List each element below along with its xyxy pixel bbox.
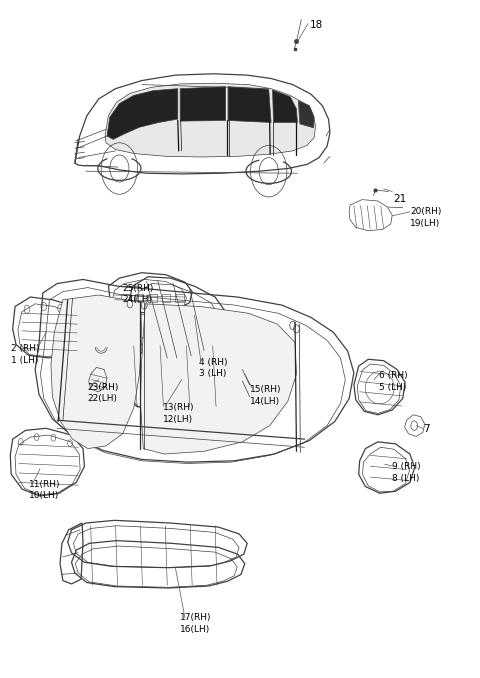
Text: 25(RH): 25(RH) bbox=[123, 283, 154, 292]
Text: 1 (LH): 1 (LH) bbox=[11, 356, 38, 365]
Polygon shape bbox=[141, 304, 297, 454]
Text: 19(LH): 19(LH) bbox=[410, 218, 440, 228]
Polygon shape bbox=[180, 87, 226, 121]
Polygon shape bbox=[273, 90, 298, 123]
Bar bbox=[175, 294, 183, 302]
Text: 8 (LH): 8 (LH) bbox=[392, 474, 420, 483]
Text: 20(RH): 20(RH) bbox=[410, 207, 441, 216]
Text: 6 (RH): 6 (RH) bbox=[379, 372, 408, 380]
Polygon shape bbox=[105, 83, 316, 157]
Bar bbox=[121, 294, 130, 302]
Text: 10(LH): 10(LH) bbox=[29, 492, 60, 500]
Text: 4 (RH): 4 (RH) bbox=[199, 358, 228, 367]
Text: 18: 18 bbox=[310, 20, 323, 30]
Text: 17(RH): 17(RH) bbox=[180, 613, 212, 622]
Bar bbox=[161, 294, 170, 302]
Text: 13(RH): 13(RH) bbox=[162, 403, 194, 412]
Bar bbox=[148, 294, 157, 302]
Text: 12(LH): 12(LH) bbox=[162, 415, 192, 424]
Text: 5 (LH): 5 (LH) bbox=[379, 383, 406, 392]
Text: 21: 21 bbox=[393, 193, 407, 203]
Text: 23(RH): 23(RH) bbox=[88, 383, 119, 392]
Polygon shape bbox=[51, 295, 142, 449]
Text: 14(LH): 14(LH) bbox=[250, 397, 280, 405]
Polygon shape bbox=[107, 89, 178, 140]
Text: 3 (LH): 3 (LH) bbox=[199, 370, 227, 378]
Text: 7: 7 bbox=[423, 424, 430, 433]
Text: 2 (RH): 2 (RH) bbox=[11, 344, 40, 353]
Bar bbox=[135, 294, 144, 302]
Text: 24(LH): 24(LH) bbox=[123, 295, 153, 304]
Polygon shape bbox=[228, 87, 271, 123]
Text: 22(LH): 22(LH) bbox=[88, 395, 118, 403]
Polygon shape bbox=[299, 101, 314, 128]
Text: 15(RH): 15(RH) bbox=[250, 385, 281, 394]
Text: 11(RH): 11(RH) bbox=[29, 480, 61, 489]
Text: 9 (RH): 9 (RH) bbox=[392, 462, 421, 471]
Text: 16(LH): 16(LH) bbox=[180, 624, 210, 633]
